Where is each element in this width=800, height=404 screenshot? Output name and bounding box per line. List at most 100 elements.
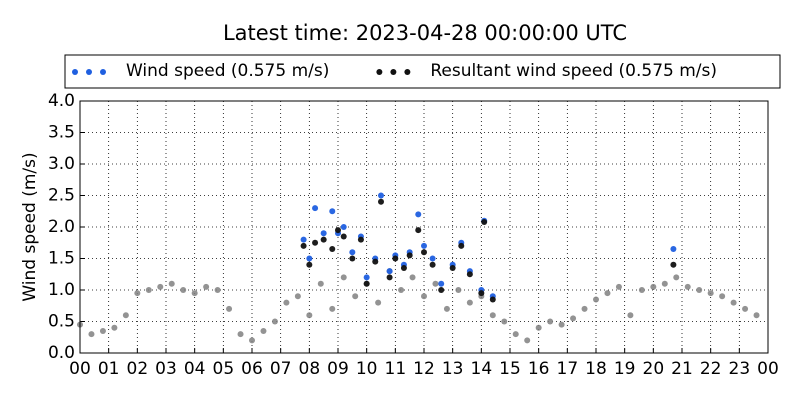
x-tick-label: 05 (213, 359, 235, 379)
data-point (312, 205, 319, 212)
legend-marker (376, 69, 383, 75)
data-point (340, 233, 347, 240)
data-point (650, 283, 657, 290)
data-point (375, 299, 382, 306)
data-point (320, 236, 327, 243)
data-point (203, 283, 210, 290)
x-tick-label: 02 (127, 359, 149, 379)
x-tick-label: 06 (241, 359, 263, 379)
data-point (535, 324, 542, 331)
data-point (214, 287, 221, 293)
data-point (306, 255, 313, 262)
data-point (317, 280, 324, 287)
data-point (300, 236, 307, 243)
y-tick-label: 2.5 (48, 186, 75, 206)
data-point (260, 327, 267, 334)
data-point (340, 274, 347, 281)
data-point (489, 296, 496, 303)
data-point (363, 274, 370, 281)
x-tick-label: 20 (643, 359, 665, 379)
data-point (329, 208, 336, 215)
data-point (593, 296, 599, 303)
data-point (312, 239, 319, 246)
x-tick-label: 09 (327, 359, 349, 379)
data-point (684, 283, 691, 290)
data-point (372, 258, 379, 265)
data-point (719, 293, 726, 300)
data-point (300, 242, 307, 249)
data-point (306, 261, 313, 268)
data-point (329, 246, 336, 253)
legend-marker (86, 69, 92, 75)
data-point (349, 249, 356, 256)
data-point (455, 287, 462, 293)
x-tick-label: 18 (585, 359, 607, 379)
x-tick-label: 07 (270, 359, 292, 379)
data-point (329, 305, 336, 312)
x-tick-label: 11 (385, 359, 407, 379)
data-point (421, 242, 427, 249)
data-point (570, 315, 577, 322)
data-point (111, 324, 118, 331)
y-tick-label: 0.5 (48, 312, 75, 332)
data-point (673, 274, 680, 281)
data-point (99, 327, 106, 334)
y-tick-label: 3.5 (48, 123, 75, 143)
data-point (438, 280, 445, 287)
data-point (400, 264, 407, 271)
legend (64, 54, 781, 89)
data-point (415, 227, 422, 234)
x-tick-label: 22 (700, 359, 722, 379)
data-point (415, 211, 422, 218)
data-point (386, 274, 393, 281)
data-point (489, 312, 496, 319)
data-point (386, 268, 393, 275)
data-point (406, 252, 413, 259)
legend-marker (390, 69, 397, 75)
data-point (357, 236, 364, 243)
data-point (191, 290, 198, 297)
data-point (429, 255, 436, 262)
x-tick-label: 23 (729, 359, 751, 379)
x-tick-label: 16 (528, 359, 550, 379)
y-axis-label: Wind speed (m/s) (20, 152, 40, 301)
data-point (458, 242, 465, 249)
data-point (306, 312, 313, 319)
x-tick-label: 00 (757, 359, 779, 379)
data-point (670, 261, 677, 268)
x-tick-label: 00 (69, 359, 91, 379)
data-point (547, 318, 554, 325)
data-point (421, 293, 427, 300)
legend-marker (72, 69, 78, 75)
chart-title: Latest time: 2023-04-28 00:00:00 UTC (223, 21, 627, 45)
data-point (432, 280, 439, 287)
data-point (753, 312, 760, 319)
x-tick-label: 10 (356, 359, 378, 379)
x-tick-label: 04 (184, 359, 206, 379)
x-tick-label: 13 (442, 359, 464, 379)
legend-label: Wind speed (0.575 m/s) (126, 61, 329, 81)
data-point (398, 287, 405, 293)
legend-marker (404, 69, 411, 75)
data-point (512, 331, 519, 338)
data-point (670, 246, 677, 253)
data-point (237, 331, 244, 338)
data-point (378, 198, 384, 205)
data-point (392, 255, 399, 262)
data-point (449, 264, 456, 271)
x-tick-label: 03 (155, 359, 177, 379)
y-tick-label: 4.0 (48, 91, 75, 111)
data-point (604, 290, 611, 297)
data-point (581, 305, 588, 312)
data-point (226, 305, 233, 312)
y-tick-label: 1.0 (48, 280, 75, 300)
data-point (122, 312, 129, 319)
data-point (88, 331, 95, 338)
data-point (157, 283, 164, 290)
data-point (558, 321, 565, 328)
y-tick-label: 0.0 (48, 343, 75, 363)
data-point (352, 293, 359, 300)
data-point (615, 283, 622, 290)
data-point (249, 337, 255, 344)
